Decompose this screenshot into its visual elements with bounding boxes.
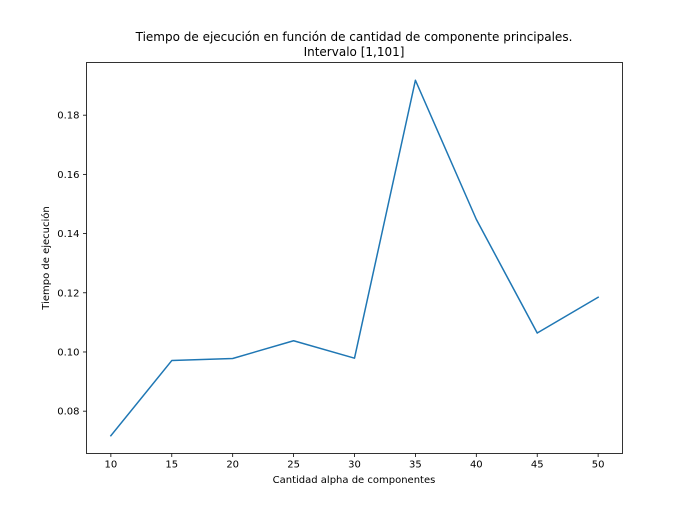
x-tick-label: 20 [226, 460, 239, 471]
y-tick-label: 0.18 [57, 111, 79, 122]
x-tick-label: 15 [165, 460, 178, 471]
x-tick-label: 40 [470, 460, 483, 471]
x-tick-label: 35 [409, 460, 422, 471]
x-tick-label: 50 [592, 460, 605, 471]
chart-title-line1: Tiempo de ejecución en función de cantid… [135, 30, 573, 44]
x-tick-label: 10 [104, 460, 117, 471]
x-tick-label: 45 [531, 460, 544, 471]
plot-area [86, 62, 623, 454]
y-tick-label: 0.16 [57, 170, 79, 181]
x-tick-label: 30 [348, 460, 361, 471]
series-lines [109, 79, 600, 437]
series-line-0 [109, 79, 600, 437]
y-tick-label: 0.10 [57, 347, 79, 358]
y-axis-label: Tiempo de ejecución [40, 206, 52, 310]
x-axis-ticks: 10 15 20 25 30 35 40 45 50 [104, 453, 605, 471]
y-tick-label: 0.14 [57, 229, 79, 240]
y-tick-label: 0.08 [57, 407, 79, 418]
y-tick-label: 0.12 [57, 288, 79, 299]
chart-title-line2: Intervalo [1,101] [304, 45, 405, 59]
y-axis-ticks: 0.08 0.10 0.12 0.14 0.16 0.18 [57, 111, 87, 418]
x-tick-label: 25 [287, 460, 300, 471]
x-axis-label: Cantidad alpha de componentes [273, 475, 436, 486]
